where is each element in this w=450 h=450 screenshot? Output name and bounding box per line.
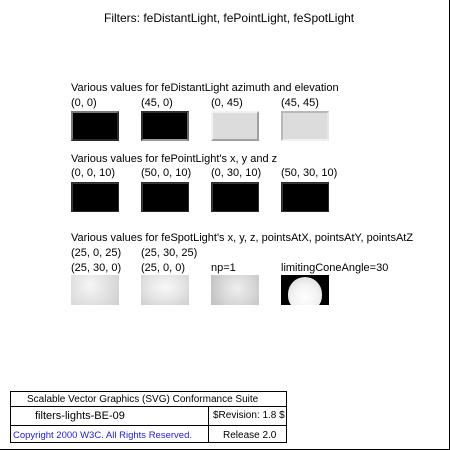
release-label: Release 2.0 <box>223 430 276 441</box>
page-title: Filters: feDistantLight, fePointLight, f… <box>104 12 354 24</box>
distant-swatch-4 <box>281 111 329 141</box>
spot-cone-highlight <box>288 277 322 305</box>
spot-label-line2-2: (25, 0, 0) <box>141 262 185 274</box>
copyright-link[interactable]: Copyright 2000 W3C. All Rights Reserved. <box>13 430 192 441</box>
spot-swatch-2 <box>141 275 189 305</box>
spot-label-line1-2: (25, 30, 25) <box>141 247 197 259</box>
distant-label-2: (45, 0) <box>141 97 173 109</box>
conformance-footer: Scalable Vector Graphics (SVG) Conforman… <box>10 391 287 443</box>
point-swatch-2 <box>141 182 189 212</box>
footer-divider-2 <box>11 425 286 426</box>
spot-swatch-1 <box>71 275 119 305</box>
point-swatch-3 <box>211 182 259 212</box>
spot-label-line2-1: (25, 30, 0) <box>71 262 121 274</box>
distant-light-caption: Various values for feDistantLight azimut… <box>71 82 339 94</box>
spot-swatch-4 <box>281 275 329 305</box>
revision-label: $Revision: 1.8 $ <box>213 410 285 421</box>
point-swatch-4 <box>281 182 329 212</box>
distant-label-4: (45, 45) <box>281 97 319 109</box>
spot-light-caption: Various values for feSpotLight's x, y, z… <box>71 232 413 244</box>
point-swatch-1 <box>71 182 119 212</box>
spot-label-line1-1: (25, 0, 25) <box>71 247 121 259</box>
point-light-caption: Various values for fePointLight's x, y a… <box>71 153 277 165</box>
spot-swatch-3 <box>211 275 259 305</box>
distant-swatch-1 <box>71 111 119 141</box>
distant-swatch-3 <box>211 111 259 141</box>
point-label-1: (0, 0, 10) <box>71 167 115 179</box>
distant-label-3: (0, 45) <box>211 97 243 109</box>
footer-divider <box>11 406 286 407</box>
point-label-2: (50, 0, 10) <box>141 167 191 179</box>
point-label-4: (50, 30, 10) <box>281 167 337 179</box>
point-label-3: (0, 30, 10) <box>211 167 261 179</box>
distant-label-1: (0, 0) <box>71 97 97 109</box>
spot-label-line2-4: limitingConeAngle=30 <box>281 262 388 274</box>
distant-swatch-2 <box>141 111 189 141</box>
spot-label-line2-3: np=1 <box>211 262 236 274</box>
footer-column-divider <box>208 406 209 442</box>
suite-name: Scalable Vector Graphics (SVG) Conforman… <box>27 394 258 405</box>
test-name: filters-lights-BE-09 <box>35 410 125 422</box>
